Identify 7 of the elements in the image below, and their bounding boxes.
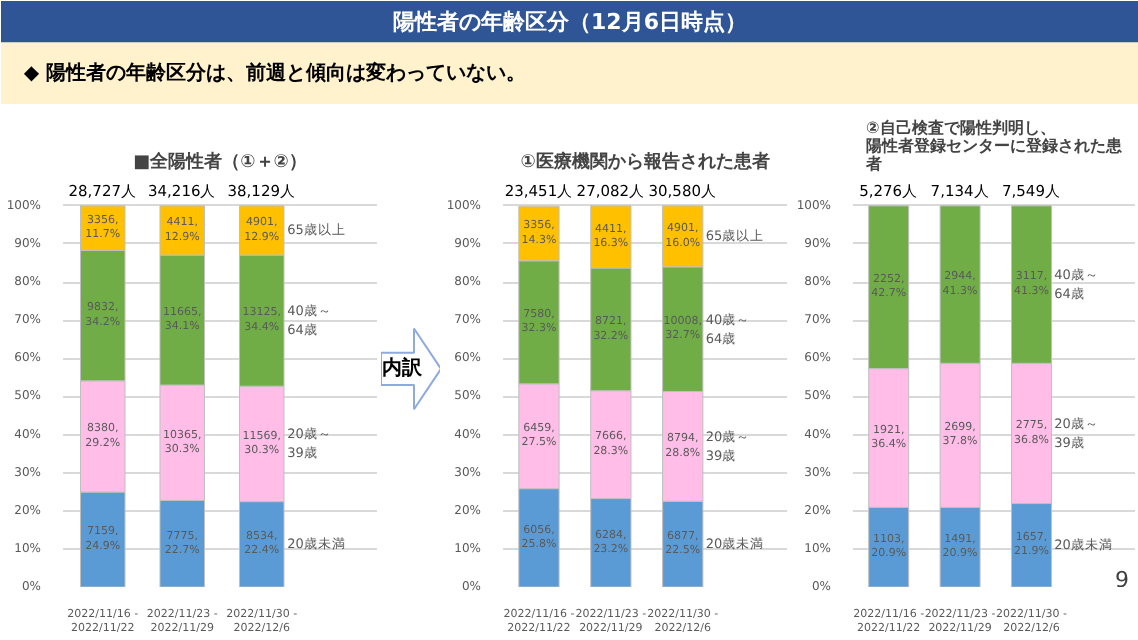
text: ◆ 陽性者の年齢区分は、前週と傾向は変わっていない。 [23, 60, 527, 85]
text: 陽性者の年齢区分（12月6日時点） [393, 8, 747, 35]
chart-title: ②自己検査で陽性判明し、陽性者登録センターに登録された患者 [864, 119, 1124, 173]
annotation: 9 [1115, 567, 1129, 593]
chart-title: ■全陽性者（①＋②） [133, 151, 307, 173]
text: 内訳 [382, 355, 424, 380]
chart-title: ①医療機関から報告された患者 [520, 151, 770, 173]
